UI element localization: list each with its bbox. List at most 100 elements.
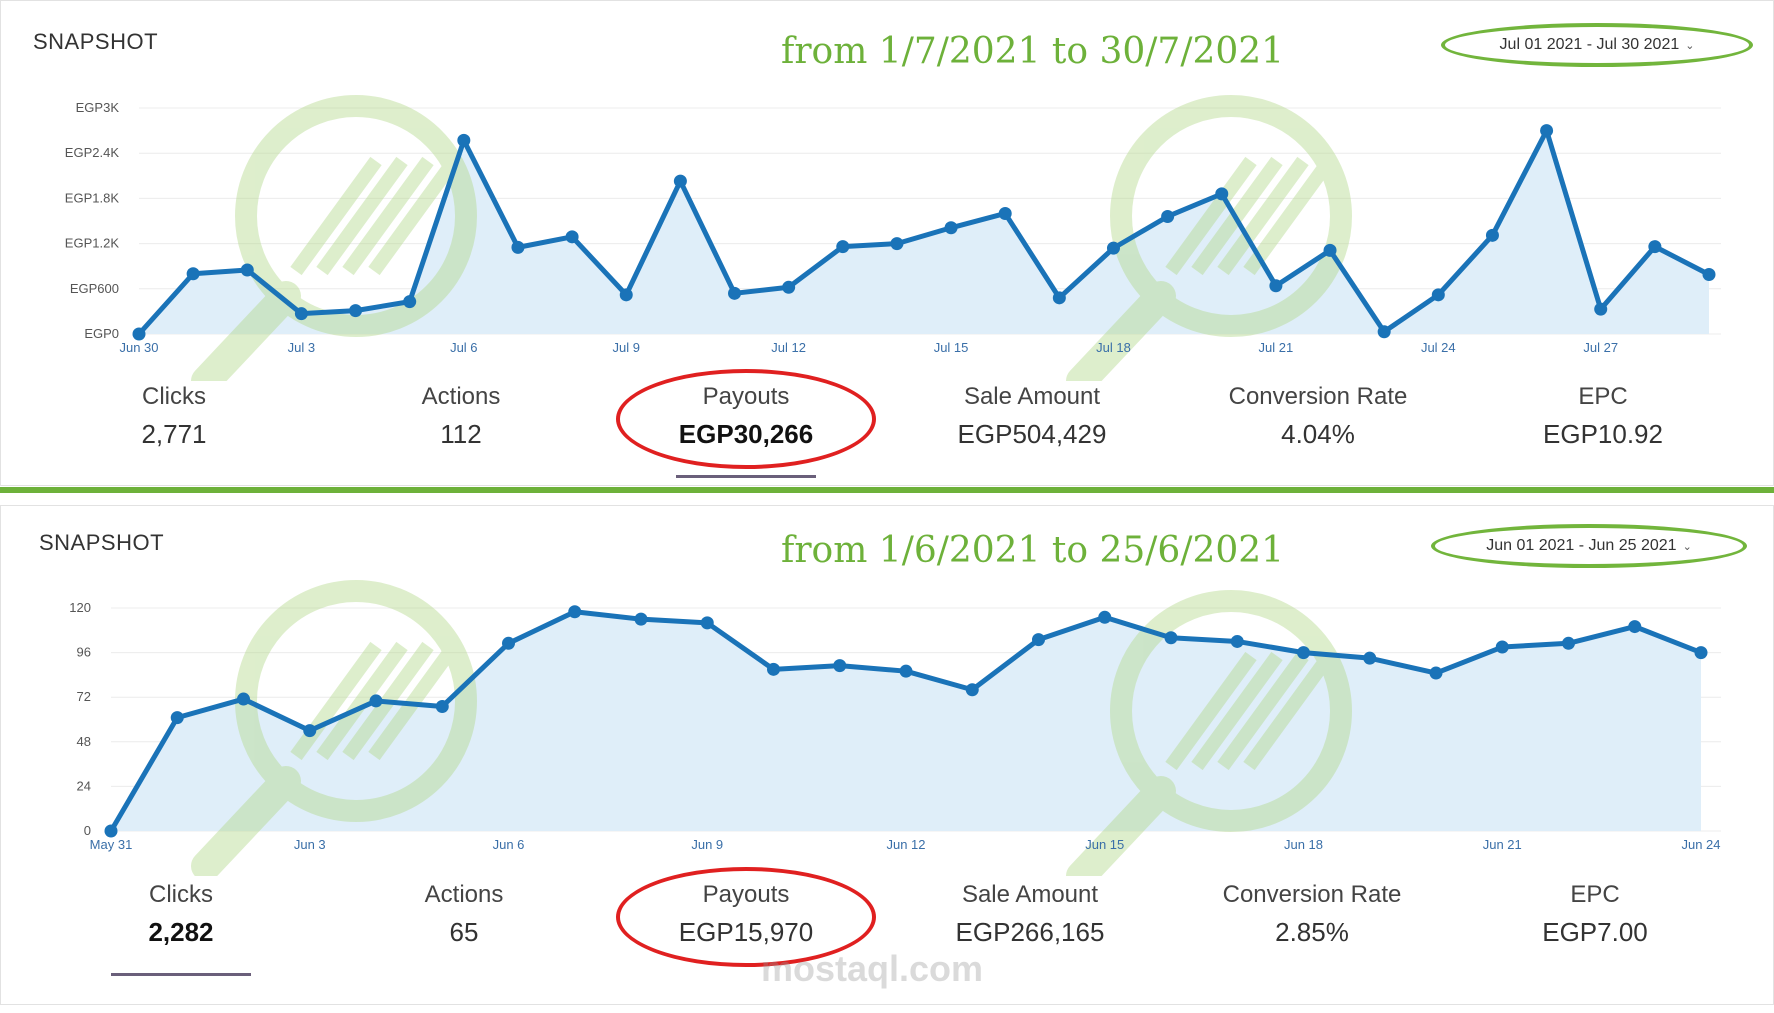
date-annotation: from 1/7/2021 to 30/7/2021 — [781, 31, 1285, 72]
watermark-bar — [1243, 156, 1335, 276]
date-range-picker[interactable]: Jul 01 2021 - Jul 30 2021 ⌄ — [1441, 23, 1753, 67]
watermark-text: mostaql.com — [761, 948, 984, 989]
payouts-chart: EGP0 EGP600 EGP1.2K EGP1.8K EGP2.4K EGP3K Jun … — [65, 95, 1721, 381]
data-point — [170, 711, 184, 725]
metric-label: Clicks — [149, 881, 213, 908]
data-point — [511, 240, 525, 254]
data-point — [673, 174, 687, 188]
metric-payouts[interactable]: Payouts EGP30,266 — [606, 369, 886, 478]
data-point — [634, 612, 648, 626]
chevron-down-icon: ⌄ — [1682, 540, 1692, 553]
data-point — [833, 659, 847, 673]
watermark-ring — [235, 95, 477, 337]
y-tick-label: EGP1.8K — [65, 190, 120, 205]
x-tick-label: May 31 — [90, 837, 133, 852]
data-point — [403, 295, 417, 309]
y-tick-label: 120 — [69, 600, 91, 615]
data-point — [349, 304, 363, 318]
x-tick-label: Jun 24 — [1681, 837, 1720, 852]
data-point — [132, 327, 146, 341]
metric-clicks[interactable]: Clicks 2,771 — [34, 383, 314, 450]
metric-value: EGP30,266 — [678, 419, 814, 449]
data-point — [565, 230, 579, 244]
panel-title: SNAPSHOT — [39, 530, 165, 555]
watermark-bar — [290, 156, 382, 276]
data-point — [1098, 610, 1112, 624]
metric-value: 2.85% — [1275, 917, 1349, 947]
metric-sale-amount[interactable]: Sale Amount EGP266,165 — [890, 881, 1170, 948]
metric-label: Payouts — [702, 881, 790, 908]
data-point — [899, 664, 913, 678]
watermark-bar — [368, 641, 460, 761]
metric-clicks[interactable]: Clicks 2,282 — [41, 881, 321, 976]
watermark-logo — [191, 95, 477, 381]
watermark-bar — [1165, 651, 1257, 771]
data-point — [240, 263, 254, 277]
x-tick-label: Jun 18 — [1284, 837, 1323, 852]
data-point — [104, 824, 118, 838]
x-tick-label: Jun 21 — [1483, 837, 1522, 852]
y-tick-label: EGP3K — [76, 100, 120, 115]
metric-conversion-rate[interactable]: Conversion Rate 2.85% — [1172, 881, 1452, 948]
y-tick-label: EGP600 — [70, 281, 119, 296]
metric-label: EPC — [1570, 881, 1620, 908]
area-fill — [139, 130, 1709, 334]
date-range-picker[interactable]: Jun 01 2021 - Jun 25 2021 ⌄ — [1431, 524, 1747, 568]
metric-payouts[interactable]: Payouts EGP15,970 — [606, 867, 886, 967]
metric-actions[interactable]: Actions 65 — [324, 881, 604, 948]
data-point — [1106, 241, 1120, 255]
watermark-bar — [1243, 651, 1335, 771]
x-tick-label: Jul 21 — [1259, 340, 1294, 355]
watermark-bar — [316, 641, 408, 761]
x-tick-label: Jun 12 — [886, 837, 925, 852]
data-point — [1540, 124, 1554, 138]
data-point — [303, 724, 317, 738]
data-point — [502, 636, 515, 650]
metric-epc[interactable]: EPC EGP7.00 — [1455, 881, 1735, 948]
metric-actions[interactable]: Actions 112 — [321, 383, 601, 450]
metric-label: Clicks — [142, 383, 206, 410]
watermark-bar — [1191, 651, 1283, 771]
y-tick-label: EGP2.4K — [65, 145, 120, 160]
data-point — [1269, 279, 1283, 293]
clicks-chart: 0 24 48 72 96 120 May 31 Jun 3 Jun 6 Jun 9 Jun 12 J… — [69, 580, 1721, 876]
metrics-row: Clicks 2,771 Actions 112 Payouts EGP30,2… — [1, 369, 1774, 493]
metric-value: 4.04% — [1281, 419, 1355, 449]
snapshot-panel-june: SNAPSHOT from 1/6/2021 to 25/6/2021 Jun … — [0, 505, 1774, 1005]
watermark-ring — [1110, 590, 1352, 832]
metric-value: EGP10.92 — [1543, 419, 1663, 449]
metric-label: Conversion Rate — [1228, 383, 1408, 410]
y-tick-label: 48 — [77, 734, 91, 749]
snapshot-panel-july: SNAPSHOT from 1/7/2021 to 30/7/2021 Jul … — [0, 0, 1774, 486]
data-point — [998, 206, 1012, 220]
metric-label: Sale Amount — [961, 881, 1099, 908]
watermark-handle — [191, 766, 301, 876]
metric-conversion-rate[interactable]: Conversion Rate 4.04% — [1178, 383, 1458, 450]
data-point — [1495, 640, 1509, 654]
watermark-handle — [1066, 281, 1176, 381]
data-point — [1230, 634, 1244, 648]
watermark-logo — [1066, 590, 1352, 876]
date-range-label: Jun 01 2021 - Jun 25 2021 — [1486, 537, 1677, 554]
data-point — [1594, 302, 1608, 316]
x-tick-label: Jul 27 — [1583, 340, 1618, 355]
data-point — [294, 307, 308, 321]
date-annotation: from 1/6/2021 to 25/6/2021 — [781, 530, 1285, 571]
metric-value: 65 — [449, 917, 479, 947]
panel-title: SNAPSHOT — [33, 29, 159, 54]
data-point — [890, 237, 904, 251]
metric-label: Conversion Rate — [1222, 881, 1402, 908]
watermark-handle — [191, 281, 301, 381]
watermark-bar — [342, 156, 434, 276]
data-point — [700, 616, 714, 630]
metric-label: Payouts — [702, 383, 790, 410]
metric-sale-amount[interactable]: Sale Amount EGP504,429 — [892, 383, 1172, 450]
y-tick-label: 24 — [77, 778, 91, 793]
data-point — [1297, 646, 1310, 660]
data-point — [767, 662, 780, 676]
y-tick-label: EGP1.2K — [65, 236, 120, 251]
metric-value: 2,282 — [148, 917, 214, 947]
metric-epc[interactable]: EPC EGP10.92 — [1463, 383, 1743, 450]
area-fill — [111, 611, 1701, 831]
metric-label: Actions — [421, 383, 501, 410]
